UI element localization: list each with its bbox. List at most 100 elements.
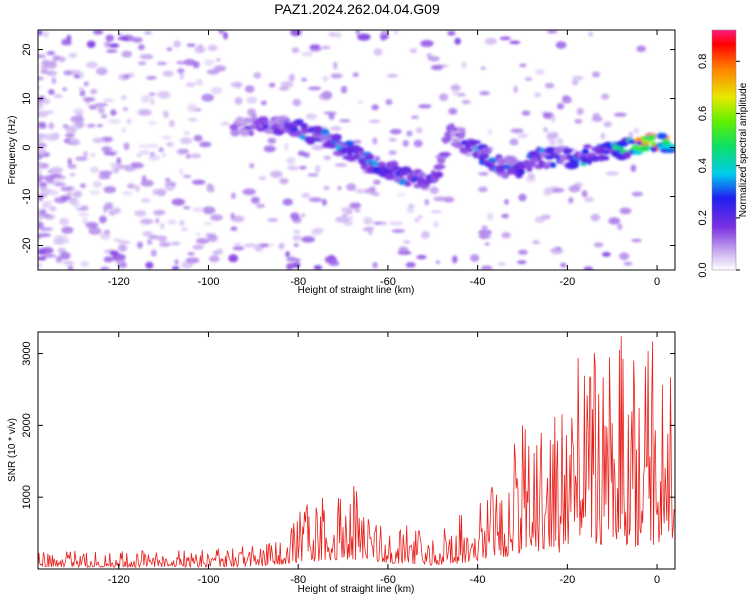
spectrogram-noise-mark xyxy=(42,254,56,258)
spectrogram-noise-mark xyxy=(228,254,239,263)
spectrogram-noise-mark xyxy=(335,31,342,38)
spectrogram-signal-mark xyxy=(459,147,469,154)
spectrogram-noise-mark xyxy=(143,96,150,102)
spectrogram-noise-mark xyxy=(291,47,300,54)
spectrogram-noise-mark xyxy=(38,178,43,183)
spectrogram-noise-mark xyxy=(308,86,322,91)
spectrogram-noise-mark xyxy=(72,190,83,198)
spectrogram-signal-mark xyxy=(501,173,509,178)
spectrogram-noise-mark xyxy=(187,252,195,256)
spectrogram-noise-mark xyxy=(96,123,104,128)
colorbar-frame xyxy=(711,29,737,271)
spectrogram-noise-mark xyxy=(135,185,140,193)
spectrogram-signal-mark xyxy=(601,155,610,161)
spectrogram-noise-mark xyxy=(55,255,63,263)
spectrogram-noise-mark xyxy=(230,212,235,220)
spectrogram-noise-mark xyxy=(78,87,84,91)
spectrogram-noise-mark xyxy=(461,100,471,105)
spectrogram-noise-mark xyxy=(134,210,147,217)
spectrogram-noise-mark xyxy=(481,265,493,270)
spectrogram-noise-mark xyxy=(588,31,594,37)
spectrogram-ytick-label: -10 xyxy=(21,189,33,205)
spectrogram-noise-mark xyxy=(199,141,212,148)
spectrogram-noise-mark xyxy=(73,74,81,79)
spectrogram-noise-mark xyxy=(104,202,114,206)
spectrogram-noise-mark xyxy=(297,150,306,157)
spectrogram-noise-mark xyxy=(67,157,72,166)
spectrogram-noise-mark xyxy=(308,197,323,202)
spectrogram-noise-mark xyxy=(631,238,642,243)
spectrogram-noise-mark xyxy=(38,142,47,148)
spectrogram-noise-mark xyxy=(339,119,351,123)
spectrogram-noise-mark xyxy=(546,30,558,34)
spectrogram-noise-mark xyxy=(68,52,78,59)
spectrogram-noise-mark xyxy=(337,186,342,191)
snr-xtick-label: 0 xyxy=(654,574,660,586)
spectrogram-noise-mark xyxy=(403,240,411,244)
spectrogram-noise-mark xyxy=(312,227,324,234)
spectrogram-noise-mark xyxy=(230,226,238,231)
spectrogram-noise-mark xyxy=(340,85,348,94)
spectrogram-signal-mark xyxy=(358,157,370,165)
spectrogram-noise-mark xyxy=(290,212,300,220)
spectrogram-noise-mark xyxy=(38,133,47,138)
spectrogram-noise-mark xyxy=(328,32,338,37)
spectrogram-noise-mark xyxy=(368,230,373,235)
spectrogram-noise-mark xyxy=(372,261,378,269)
spectrogram-noise-mark xyxy=(80,261,90,267)
spectrogram-noise-mark xyxy=(38,30,43,36)
spectrogram-noise-mark xyxy=(109,250,119,256)
spectrogram-noise-mark xyxy=(103,150,110,156)
spectrogram-noise-mark xyxy=(371,104,379,111)
spectrogram-noise-mark xyxy=(88,227,102,235)
spectrogram-noise-mark xyxy=(340,207,352,213)
spectrogram-noise-mark xyxy=(75,120,84,129)
spectrogram-noise-mark xyxy=(424,198,430,206)
spectrogram-noise-mark xyxy=(220,121,230,126)
spectrogram-signal-mark xyxy=(526,165,533,173)
spectrogram-noise-mark xyxy=(309,44,321,50)
spectrogram-noise-mark xyxy=(170,241,181,246)
spectrogram-noise-mark xyxy=(323,155,332,160)
spectrogram-noise-mark xyxy=(51,77,57,85)
spectrogram-signal-mark xyxy=(441,136,452,142)
spectrogram-noise-mark xyxy=(176,148,187,155)
spectrogram-signal-mark xyxy=(330,133,342,141)
spectrogram-noise-mark xyxy=(161,152,166,158)
spectrogram-noise-mark xyxy=(131,162,144,169)
spectrogram-noise-mark xyxy=(447,30,456,36)
spectrogram-xtick-label: -20 xyxy=(559,276,575,288)
spectrogram-noise-mark xyxy=(185,257,200,264)
spectrogram-noise-mark xyxy=(78,212,90,217)
spectrogram-noise-mark xyxy=(98,170,113,176)
spectrogram-ytick-label: -20 xyxy=(21,238,33,254)
spectrogram-noise-mark xyxy=(62,124,69,129)
snr-xtick-label: -40 xyxy=(470,574,486,586)
spectrogram-noise-mark xyxy=(480,234,487,239)
spectrogram-noise-mark xyxy=(282,198,294,206)
spectrogram-noise-mark xyxy=(591,116,603,122)
spectrogram-noise-mark xyxy=(311,144,325,151)
spectrogram-noise-mark xyxy=(113,207,121,214)
spectrogram-noise-mark xyxy=(556,246,561,251)
spectrogram-noise-mark xyxy=(140,218,154,225)
spectrogram-signal-mark xyxy=(641,144,651,152)
spectrogram-noise-mark xyxy=(157,235,167,242)
spectrogram-signal-mark xyxy=(434,164,446,169)
spectrogram-signal-mark xyxy=(480,147,492,155)
spectrogram-noise-mark xyxy=(62,87,68,91)
spectrogram-noise-mark xyxy=(313,265,323,270)
spectrogram-noise-mark xyxy=(206,186,215,193)
spectrogram-noise-mark xyxy=(574,118,583,124)
colorbar-ticks: 0.0 0.2 0.4 0.6 0.8 xyxy=(697,54,740,278)
spectrogram-noise-mark xyxy=(292,98,302,107)
spectrogram-noise-mark xyxy=(330,73,343,79)
spectrogram-noise-mark xyxy=(80,205,89,211)
spectrogram-signal-mark xyxy=(518,169,526,175)
spectrogram-noise-mark xyxy=(479,91,490,96)
spectrogram-noise-mark xyxy=(388,138,397,142)
spectrogram-noise-mark xyxy=(201,93,214,102)
spectrogram-noise-mark xyxy=(608,217,621,225)
spectrogram-signal-mark xyxy=(244,117,250,123)
